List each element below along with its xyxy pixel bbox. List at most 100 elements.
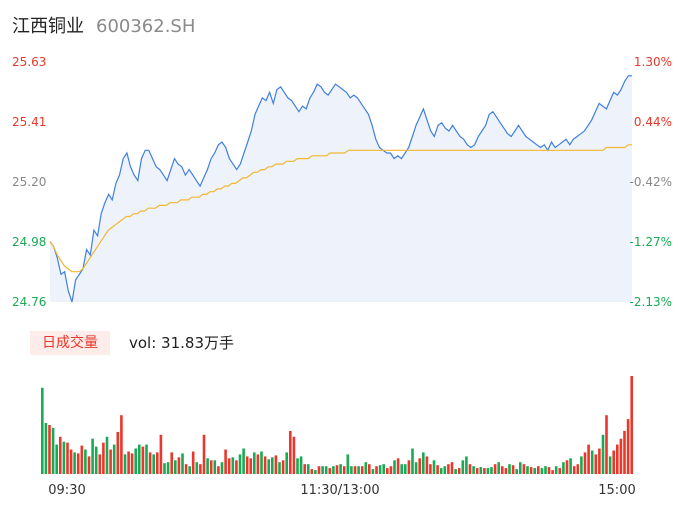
volume-bar [59,436,62,474]
volume-bar [457,468,461,474]
volume-bar [576,464,580,474]
volume-bar [48,425,51,474]
volume-bar [278,462,281,474]
volume-bar [565,460,569,474]
volume-tag[interactable]: 日成交量 [30,331,110,355]
volume-bar [66,442,69,474]
volume-bar [231,457,235,474]
volume-bar [439,468,443,474]
volume-bar [400,464,403,474]
volume-bar [127,451,130,474]
volume-bar [134,448,137,474]
volume-bar [483,468,486,474]
volume-bar [583,452,587,474]
volume-bar [324,466,328,474]
volume-bar [51,427,55,474]
x-tick-label: 11:30/13:00 [300,483,379,498]
volume-bar [105,436,109,474]
volume-bar [310,469,314,474]
volume-bar [209,460,213,474]
y-tick-right: -0.42% [630,175,672,189]
volume-bar [76,453,80,474]
volume-bar [511,465,515,474]
volume-bar [152,454,155,474]
volume-bar [235,460,238,474]
volume-bar [307,464,310,474]
volume-bar [522,464,526,474]
volume-bar [360,466,364,474]
volume-bar [623,430,626,474]
volume-bar [195,462,199,474]
average-line [49,144,632,273]
volume-bar [267,459,270,474]
volume-bar [393,460,396,474]
volume-bar [526,466,529,474]
volume-bar [461,460,465,474]
volume-bar [98,454,102,474]
volume-bar [350,466,353,474]
volume-bar [472,466,475,474]
volume-bar [116,431,120,474]
volume-bar [130,453,134,474]
volume-bar [271,457,274,474]
volume-bar [353,466,357,474]
volume-bar [454,469,457,474]
volume-bar [321,466,324,474]
volume-bar [109,449,112,474]
y-tick-right: -1.27% [630,235,672,249]
volume-bar [404,464,407,474]
volume-bar [562,462,565,474]
volume-bar [123,454,127,474]
header: 江西铜业 600362.SH [12,12,195,40]
volume-bar [468,464,472,474]
volume-bar [253,452,256,474]
volume-bar [490,467,493,474]
volume-bar [605,415,608,474]
volume-bar [558,468,562,474]
volume-bar [274,455,278,474]
volume-bar [184,464,188,474]
volume-bar [339,464,342,474]
volume-bar [569,458,572,474]
volume-bar [396,458,400,474]
volume-bar [619,438,623,474]
volume-summary: vol: 31.83万手 [129,334,234,352]
stock-code: 600362.SH [96,16,196,37]
volume-bar [551,470,554,474]
volume-bar [102,442,105,474]
volume-bar [554,466,558,474]
volume-bar [529,467,533,474]
volume-bar [41,387,44,474]
volume-bar [159,434,163,474]
volume-bar [249,458,252,474]
volume-bar [533,468,536,474]
volume-bar [217,466,220,474]
volume-bar [504,468,508,474]
volume-bar [224,449,227,474]
volume-bar [227,458,231,474]
volume-bar [170,452,173,474]
volume-bar [598,448,601,474]
volume-bar [84,449,87,474]
volume-bar [69,449,73,474]
volume-bar [544,466,547,474]
volume-bar [174,460,177,474]
volume-bar [537,466,540,474]
volume-bar [547,467,551,474]
price-line [49,75,632,303]
volume-bar [202,434,206,474]
x-tick-label: 15:00 [598,483,635,498]
volume-bar [91,438,94,474]
volume-bar [414,462,418,474]
volume-bar [357,466,360,474]
x-tick-label: 09:30 [48,483,85,498]
y-tick-left: 24.98 [12,235,46,249]
volume-bar [191,451,195,474]
volume-bar [242,448,245,474]
volume-bar [465,456,468,474]
volume-bar [94,446,98,474]
volume-bar [177,457,181,474]
y-tick-left: 24.76 [12,295,46,309]
volume-bar [141,446,145,474]
volume-bar [436,465,439,474]
